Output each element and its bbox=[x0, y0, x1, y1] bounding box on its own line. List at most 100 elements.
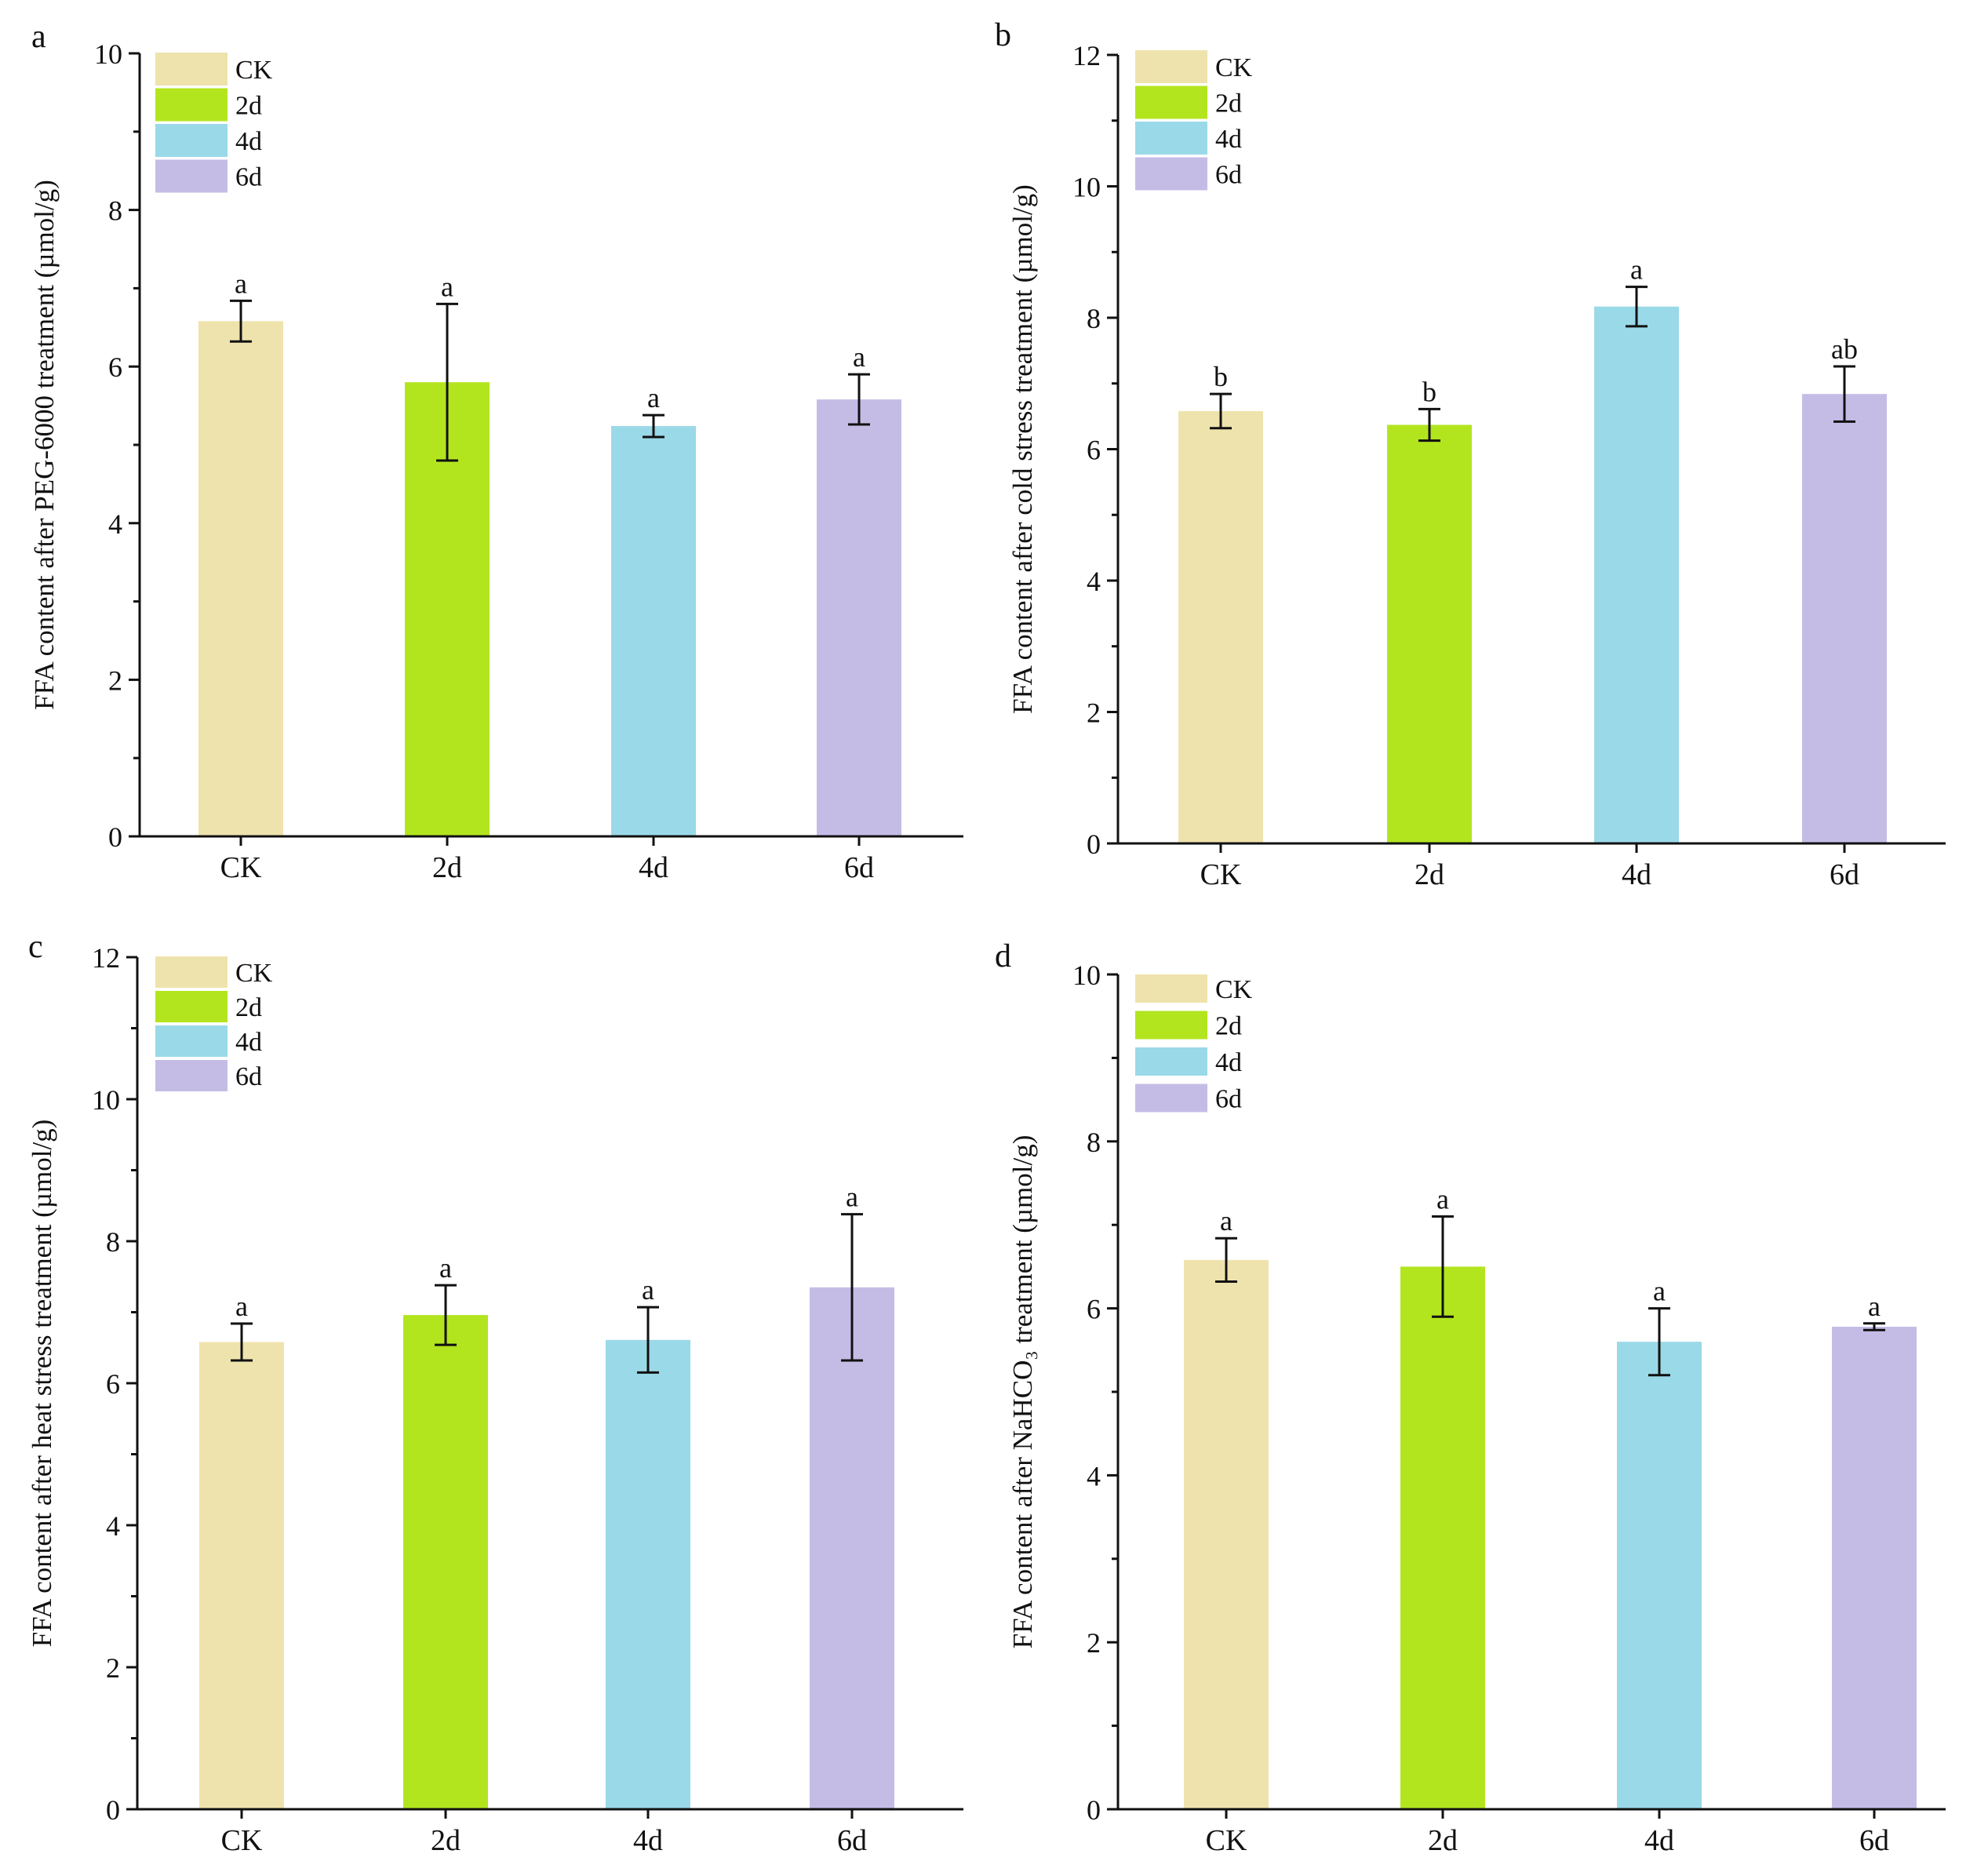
legend-swatch-2d bbox=[1135, 86, 1207, 119]
bar-6d bbox=[1832, 1327, 1917, 1809]
error-bar-2d bbox=[435, 1284, 457, 1346]
legend-label-2d: 2d bbox=[1215, 1012, 1242, 1041]
y-axis-label: FFA content after PEG-6000 treatment (µm… bbox=[29, 180, 60, 710]
y-tick-label: 4 bbox=[1087, 1460, 1101, 1491]
legend-label-4d: 4d bbox=[235, 127, 262, 156]
significance-letter: b bbox=[1422, 376, 1436, 407]
significance-letter: a bbox=[1220, 1205, 1232, 1236]
error-bar-6d bbox=[1863, 1322, 1885, 1331]
x-tick-label: 6d bbox=[837, 1824, 867, 1857]
bar-4d bbox=[1594, 306, 1679, 843]
legend-label-CK: CK bbox=[1215, 53, 1253, 82]
x-tick-label: CK bbox=[1206, 1824, 1247, 1857]
y-tick-label: 6 bbox=[1087, 435, 1101, 466]
y-tick-label: 8 bbox=[108, 195, 122, 227]
significance-letter: a bbox=[642, 1274, 654, 1306]
y-tick-label: 10 bbox=[1072, 172, 1101, 203]
legend-label-2d: 2d bbox=[235, 993, 262, 1022]
significance-letter: b bbox=[1214, 361, 1228, 392]
error-bar-4d bbox=[1626, 286, 1648, 328]
legend-swatch-6d bbox=[155, 159, 228, 193]
y-tick-label: 0 bbox=[108, 821, 122, 853]
error-bar-2d bbox=[1432, 1215, 1454, 1318]
y-tick-label: 8 bbox=[1087, 1127, 1101, 1158]
legend-swatch-2d bbox=[1135, 1011, 1207, 1040]
legend: CK 2d 4d 6d bbox=[1135, 50, 1253, 191]
bar-6d bbox=[817, 399, 901, 837]
legend-label-2d: 2d bbox=[235, 92, 262, 121]
x-tick-label: CK bbox=[221, 1824, 263, 1857]
significance-letter: a bbox=[235, 1291, 248, 1322]
significance-letter: ab bbox=[1831, 333, 1858, 365]
significance-letter: a bbox=[439, 1252, 452, 1284]
y-tick-label: 2 bbox=[1087, 697, 1101, 729]
x-tick-label: 2d bbox=[432, 851, 462, 884]
x-tick-label: 6d bbox=[1859, 1824, 1889, 1857]
error-bar-4d bbox=[643, 413, 664, 439]
y-tick-label: 8 bbox=[1087, 303, 1101, 334]
error-bar-2d bbox=[436, 302, 458, 462]
legend-swatch-CK bbox=[155, 956, 228, 988]
error-bar-4d bbox=[1648, 1307, 1670, 1377]
legend-swatch-CK bbox=[1135, 50, 1207, 83]
x-tick-label: CK bbox=[220, 851, 262, 884]
x-tick-label: CK bbox=[1200, 858, 1242, 891]
significance-letter: a bbox=[1868, 1291, 1881, 1322]
bar-4d bbox=[1617, 1342, 1702, 1809]
y-tick-label: 2 bbox=[106, 1652, 120, 1684]
y-tick-label: 4 bbox=[106, 1510, 120, 1542]
legend-swatch-6d bbox=[155, 1060, 228, 1091]
panel-c: c a CK a 2d a 4d a 6d 0 2 4 6 8 10 12 FFA content after … bbox=[27, 929, 963, 1857]
significance-letter: a bbox=[1630, 254, 1643, 286]
legend-swatch-6d bbox=[1135, 157, 1207, 191]
legend-swatch-CK bbox=[155, 53, 228, 86]
bar-4d bbox=[606, 1339, 690, 1809]
error-bar-6d bbox=[1833, 365, 1855, 423]
error-bar-6d bbox=[841, 1213, 863, 1362]
bar-2d bbox=[1400, 1266, 1485, 1809]
legend-label-6d: 6d bbox=[235, 163, 262, 192]
y-tick-label: 8 bbox=[106, 1226, 120, 1258]
y-axis-label: FFA content after NaHCO₃ treatment (µmol… bbox=[1007, 1135, 1038, 1649]
y-tick-label: 0 bbox=[106, 1794, 120, 1826]
bar-CK bbox=[199, 1342, 284, 1809]
y-tick-label: 4 bbox=[108, 508, 122, 540]
panel-b: b b CK b 2d a 4d ab 6d 0 2 4 6 8 10 12 FFA content after… bbox=[995, 17, 1946, 891]
legend-label-6d: 6d bbox=[1215, 1085, 1242, 1114]
legend-label-6d: 6d bbox=[1215, 161, 1242, 190]
y-axis-label: FFA content after heat stress treatment … bbox=[27, 1120, 57, 1648]
bar-CK bbox=[198, 321, 283, 836]
legend: CK 2d 4d 6d bbox=[155, 53, 273, 193]
error-bar-6d bbox=[848, 373, 870, 426]
significance-letter: a bbox=[1653, 1276, 1666, 1307]
legend-swatch-4d bbox=[1135, 122, 1207, 155]
legend-swatch-4d bbox=[155, 1025, 228, 1057]
bar-6d bbox=[810, 1287, 894, 1809]
legend-label-4d: 4d bbox=[1215, 1048, 1242, 1077]
bar-2d bbox=[1387, 424, 1472, 843]
y-tick-label: 12 bbox=[92, 942, 120, 974]
y-axis-label: FFA content after cold stress treatment … bbox=[1007, 184, 1038, 714]
error-bar-2d bbox=[1418, 407, 1440, 443]
y-tick-label: 12 bbox=[1072, 40, 1101, 71]
panel-d: d a CK a 2d a 4d a 6d 0 2 4 6 8 10 FFA content after Na… bbox=[995, 938, 1946, 1857]
legend-label-4d: 4d bbox=[1215, 125, 1242, 154]
significance-letter: a bbox=[235, 268, 247, 299]
significance-letter: a bbox=[846, 1182, 858, 1213]
legend-label-6d: 6d bbox=[235, 1062, 262, 1091]
y-tick-label: 4 bbox=[1087, 566, 1101, 597]
y-tick-label: 10 bbox=[92, 1084, 120, 1116]
x-tick-label: 4d bbox=[1622, 858, 1651, 891]
significance-letter: a bbox=[441, 271, 453, 302]
legend-swatch-2d bbox=[155, 88, 228, 122]
legend-label-CK: CK bbox=[235, 56, 273, 85]
y-tick-label: 6 bbox=[106, 1368, 120, 1400]
x-tick-label: 2d bbox=[1415, 858, 1444, 891]
legend-label-CK: CK bbox=[1215, 975, 1253, 1004]
y-tick-label: 2 bbox=[108, 665, 122, 696]
error-bar-CK bbox=[1215, 1236, 1237, 1284]
panel-label: d bbox=[995, 938, 1011, 974]
bar-4d bbox=[611, 426, 696, 836]
bar-6d bbox=[1802, 394, 1887, 843]
